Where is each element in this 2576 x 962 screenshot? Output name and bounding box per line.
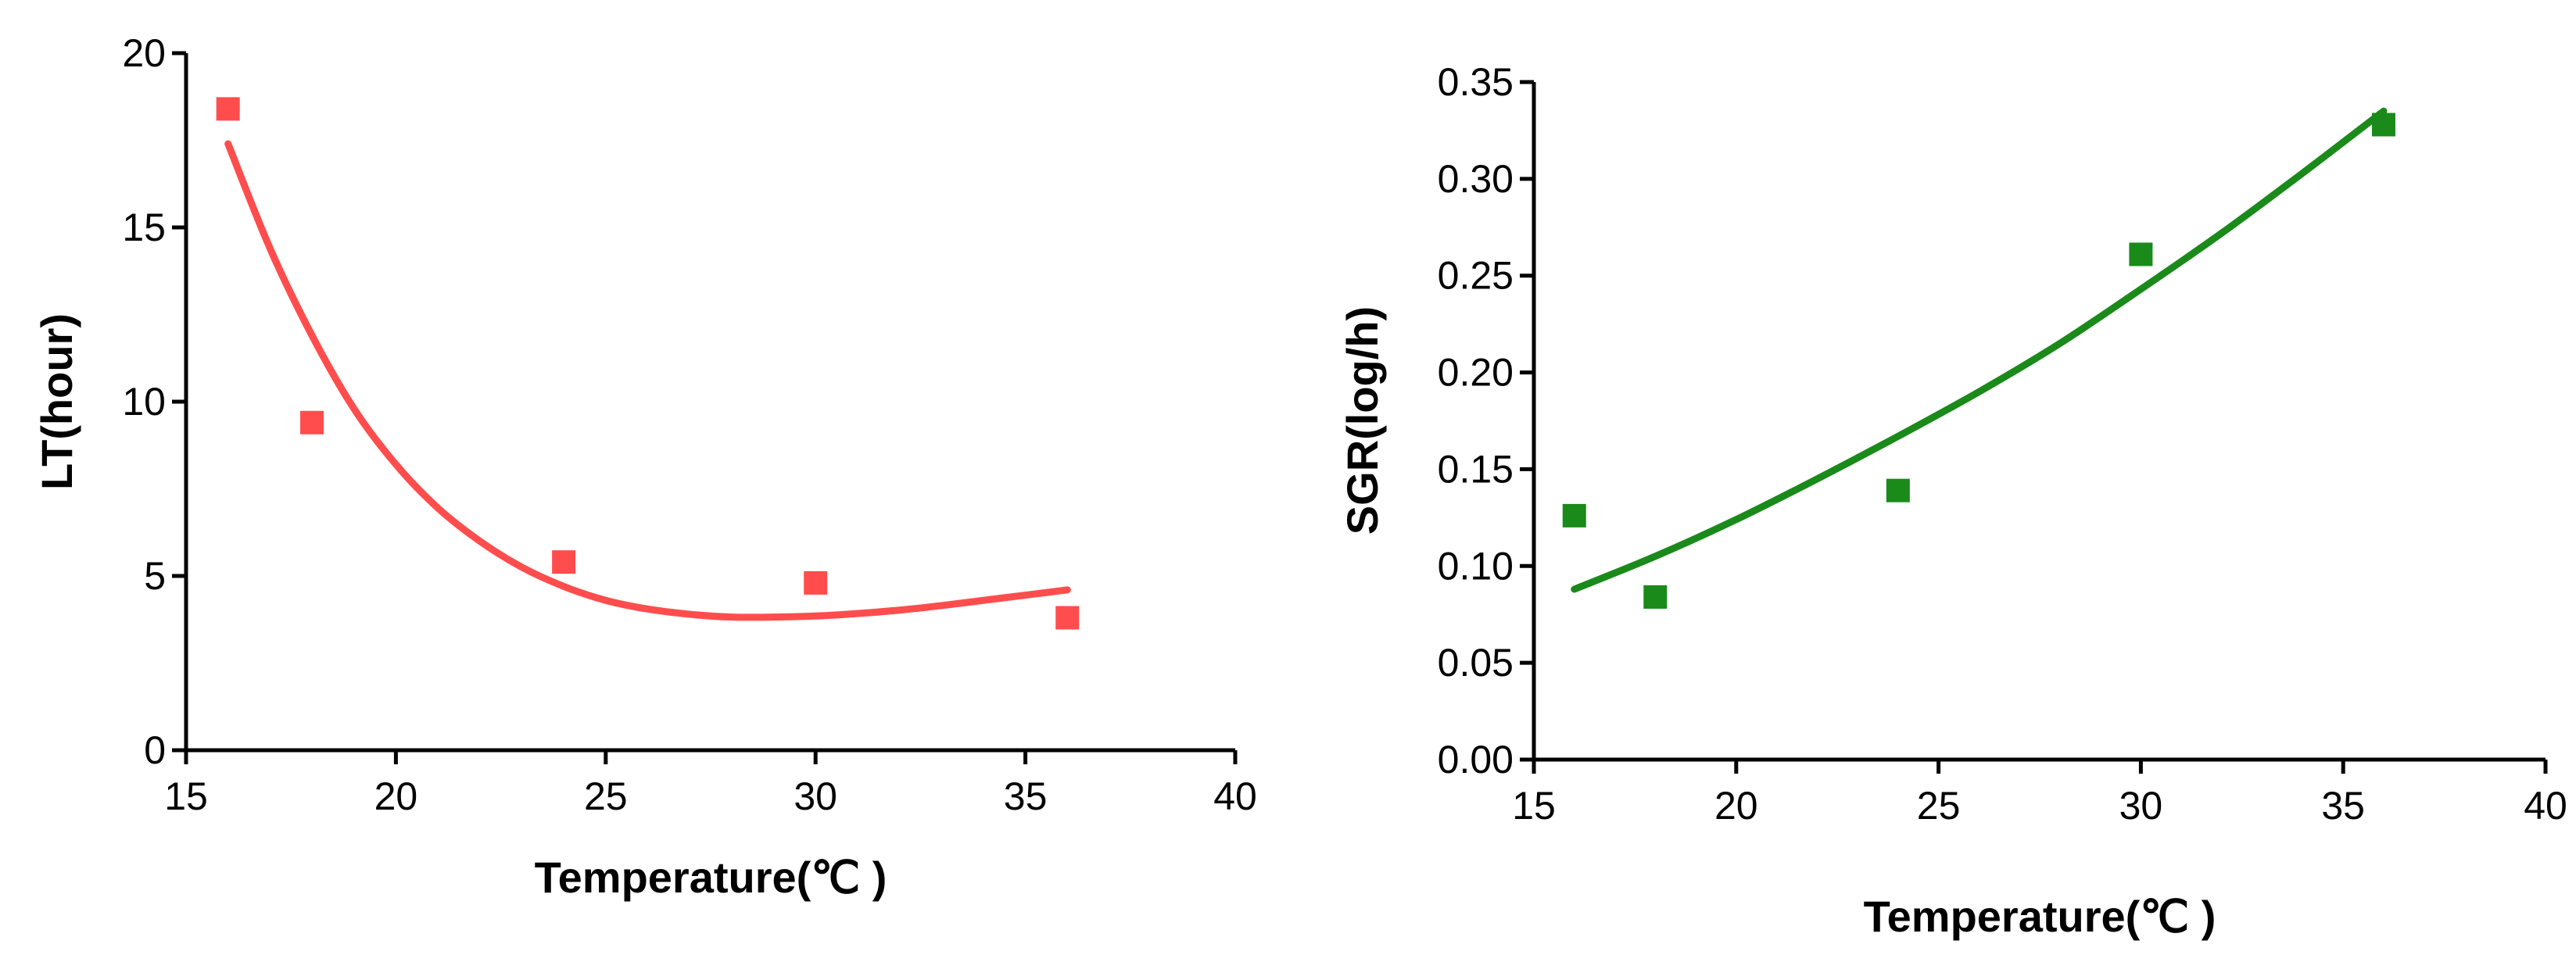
lt-fit-curve [224, 140, 1071, 621]
sgr-y-tick-label: 0.35 [1438, 60, 1514, 104]
sgr-y-tick-label: 0.05 [1438, 641, 1514, 685]
lt-x-tick-label: 30 [794, 774, 837, 818]
lt-x-axis-title: Temperature(℃ ) [535, 853, 887, 902]
lt-data-point [804, 570, 828, 595]
sgr-x-tick-label: 35 [2321, 784, 2365, 828]
lt-vs-temperature-chart: 0 5 10 15 20 15 20 25 30 35 40 Temperature(℃ ) LT(ho… [32, 31, 1257, 902]
sgr-y-tick-label: 0.00 [1438, 738, 1514, 781]
lt-x-tick-label: 40 [1213, 774, 1257, 818]
sgr-fit-curve [1571, 107, 2388, 593]
lt-y-axis-title: LT(hour) [32, 313, 81, 490]
lt-y-tick-label: 0 [144, 728, 166, 772]
sgr-y-tick-label: 0.20 [1438, 351, 1514, 395]
lt-y-tick-label: 10 [122, 380, 166, 424]
sgr-data-point [2129, 242, 2153, 266]
lt-y-tick-label: 20 [122, 31, 166, 75]
sgr-y-tick-label: 0.30 [1438, 157, 1514, 201]
sgr-y-tick-label: 0.15 [1438, 447, 1514, 491]
lt-x-tick-label: 20 [374, 774, 418, 818]
sgr-data-point [1643, 585, 1668, 609]
sgr-x-tick-label: 40 [2524, 784, 2567, 828]
sgr-x-axis-title: Temperature(℃ ) [1864, 892, 2216, 941]
lt-data-point [552, 550, 576, 574]
lt-y-tick-label: 15 [122, 206, 166, 249]
lt-x-tick-label: 35 [1004, 774, 1048, 818]
sgr-x-tick-label: 30 [2119, 784, 2163, 828]
lt-x-tick-label: 25 [584, 774, 628, 818]
sgr-x-tick-label: 25 [1917, 784, 1961, 828]
sgr-y-tick-label: 0.25 [1438, 254, 1514, 298]
lt-data-point [1055, 606, 1080, 630]
sgr-x-tick-label: 15 [1512, 784, 1556, 828]
sgr-y-axis-title: SGR(log/h) [1338, 306, 1387, 535]
lt-data-point [300, 410, 324, 435]
lt-data-point [216, 97, 240, 121]
sgr-vs-temperature-chart: 0.00 0.05 0.10 0.15 0.20 0.25 0.30 0.35 15 20 25 30… [1338, 60, 2567, 941]
sgr-x-tick-label: 20 [1714, 784, 1758, 828]
sgr-data-point [1886, 478, 1910, 502]
lt-y-tick-label: 5 [144, 554, 166, 598]
sgr-y-tick-label: 0.10 [1438, 544, 1514, 588]
sgr-data-point [1562, 503, 1586, 527]
lt-x-tick-label: 15 [164, 774, 208, 818]
sgr-data-point [2371, 113, 2395, 137]
